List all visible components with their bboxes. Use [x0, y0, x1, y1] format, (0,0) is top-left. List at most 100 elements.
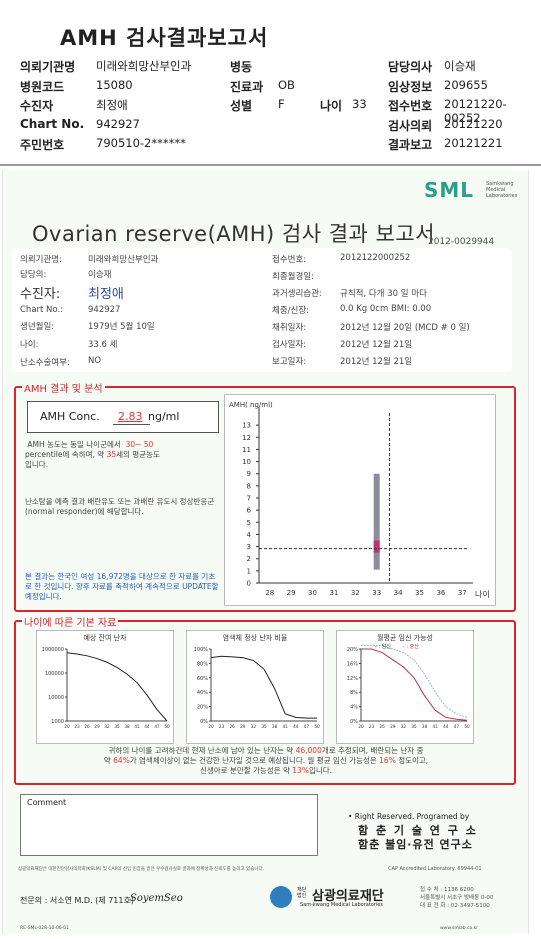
y-tick-label: 0%	[200, 719, 208, 725]
amh-result-box: AMH Conc. 2.83 ng/ml	[27, 401, 219, 433]
x-tick-label: 30	[308, 589, 317, 597]
y-tick-label: 13	[242, 422, 251, 430]
info-value: 미래와희망산부인과	[88, 255, 159, 265]
amh-age-chart-box: AMH( ng/ml) 0 1 2 3 4 5 6 7 8 9 10 11 12 13 28 29 30 31 32 3…	[224, 394, 496, 606]
x-tick-label: 35	[114, 724, 120, 729]
y-tick-label: 100%	[194, 647, 209, 653]
doctor-signature: SoyemSeo	[130, 893, 183, 904]
x-tick-label: 29	[287, 589, 296, 597]
amh-value: 2.83	[118, 410, 143, 423]
report-title: AMH 검사결과보고서	[60, 26, 269, 50]
header-field-value: 790510-2******	[96, 136, 186, 150]
y-tick-label: 1000000	[42, 647, 64, 653]
document-title: Ovarian reserve(AMH) 검사 결과 보고서	[32, 222, 436, 246]
x-tick-label: 41	[134, 724, 140, 729]
mini-chart-title: 월평균 임신 가능성	[377, 634, 433, 642]
x-tick-label: 44	[144, 724, 150, 729]
header-field-value: 942927	[96, 116, 140, 131]
info-value: 1979년 5월 10일	[88, 322, 155, 332]
x-tick-label: 23	[219, 724, 225, 729]
y-tick-label: 2	[247, 555, 251, 563]
info-label: 담당의:	[20, 270, 47, 280]
info-value: 이승재	[88, 270, 112, 280]
info-label: 최종월경일:	[272, 272, 314, 282]
y-tick-label: 10	[242, 458, 251, 466]
header-field-value: F	[278, 97, 285, 111]
legend-birth: - : 출산	[403, 643, 419, 650]
y-tick-label: 12%	[347, 676, 358, 682]
sml-logo-subtitle: Samkwang Medical Laboratories	[486, 181, 518, 199]
info-label: 수진자:	[20, 287, 61, 302]
divider	[0, 164, 541, 166]
patient-info-box	[12, 248, 512, 372]
header-field-value: OB	[278, 77, 295, 92]
y-tick-label: 9	[247, 470, 251, 478]
normal-egg-ratio-chart: 100% 80% 60% 40% 20% 0%20 23 26 29 32 35 38 41 44 47 50	[194, 647, 320, 729]
x-tick-label: 32	[104, 724, 110, 729]
x-tick-label: 28	[265, 589, 274, 597]
y-tick-label: 0	[247, 580, 251, 588]
foundation-logo-icon	[270, 886, 292, 908]
form-number: RE-SML-028-10-06-01	[20, 926, 70, 931]
info-label: 채취일자:	[272, 323, 307, 333]
x-tick-label: 31	[329, 589, 338, 597]
range-bar	[373, 473, 380, 570]
info-value: 2012년 12월 21일	[340, 340, 413, 350]
header-field-value: 20121220-00252	[444, 97, 507, 125]
x-tick-label: 26	[84, 724, 90, 729]
info-label: 접수번호:	[272, 255, 307, 265]
x-tick-label: 35	[261, 724, 267, 729]
y-tick-label: 11	[242, 446, 251, 454]
info-value: 2012122000252	[340, 253, 411, 263]
x-tick-label: 34	[394, 589, 403, 597]
amh-label: AMH Conc.	[40, 410, 100, 423]
header-field-label: 병원코드	[20, 79, 65, 94]
summary-text: 귀하의 나이를 고려하건데 현재 난소에 남아 있는 난자는 약 46,000개…	[103, 746, 429, 775]
x-tick-label: 32	[401, 724, 407, 729]
y-tick-label: 60%	[197, 676, 208, 682]
y-tick-label: 1	[247, 567, 251, 575]
data-basis-text: 본 결과는 한국인 여성 16,972명을 대상으로 한 자료를 기초로 한 것…	[25, 572, 219, 601]
y-tick-label: 10000	[48, 695, 64, 701]
amh-underline	[113, 424, 150, 425]
x-tick-label: 35	[411, 724, 417, 729]
x-tick-label: 20	[64, 724, 70, 729]
x-tick-label: 35	[415, 589, 424, 597]
y-tick-label: 4	[247, 531, 252, 539]
header-field-value: 33	[352, 97, 367, 111]
y-tick-label: 40%	[197, 690, 208, 696]
iqr-box	[373, 540, 380, 553]
x-tick-label: 47	[154, 724, 160, 729]
info-value: 942927	[88, 305, 121, 315]
cap-accreditation: CAP Accredited Laboratory. 69944-01	[388, 866, 482, 872]
x-tick-label: 50	[464, 724, 470, 729]
y-tick-label: 20%	[197, 705, 208, 711]
x-tick-label: 38	[124, 724, 130, 729]
x-tick-label: 38	[422, 724, 428, 729]
info-value: 최정애	[88, 287, 124, 302]
y-tick-label: 16%	[347, 661, 358, 667]
foundation-type: 재단 법인	[297, 887, 307, 899]
x-tick-label: 32	[251, 724, 257, 729]
legend-pregnancy: - : 임신	[375, 643, 391, 650]
y-tick-label: 0%	[350, 719, 358, 725]
info-label: 체중/신장:	[272, 306, 310, 316]
x-tick-label: 47	[304, 724, 310, 729]
header-field-label: 접수번호	[388, 99, 433, 113]
info-label: 과거생리습관:	[272, 289, 322, 299]
birth-line	[361, 648, 468, 721]
amh-analysis-section	[14, 386, 516, 612]
mini-chart-title: 염색체 정상 난자 비율	[222, 634, 288, 642]
y-tick-label: 80%	[197, 661, 208, 667]
section-title-amh: AMH 결과 및 분석	[22, 380, 105, 395]
doctor-name: 전문의 : 서소연 M.D. (제 711호)	[20, 896, 134, 905]
header-field-label: 결과보고	[388, 138, 433, 152]
responder-text: 난소탐을 예측 결과 배란유도 또는 과배란 유도시 정상반응군 (normal…	[25, 497, 215, 516]
x-tick-label: 29	[240, 724, 246, 729]
x-tick-label: 23	[74, 724, 80, 729]
x-tick-label: 26	[230, 724, 236, 729]
remaining-eggs-line	[66, 652, 168, 722]
accreditation-note: 삼광의료재단은 대한진단검사의학회(KSLM) 및 CAP의 신임 인증을 받은…	[18, 867, 265, 872]
